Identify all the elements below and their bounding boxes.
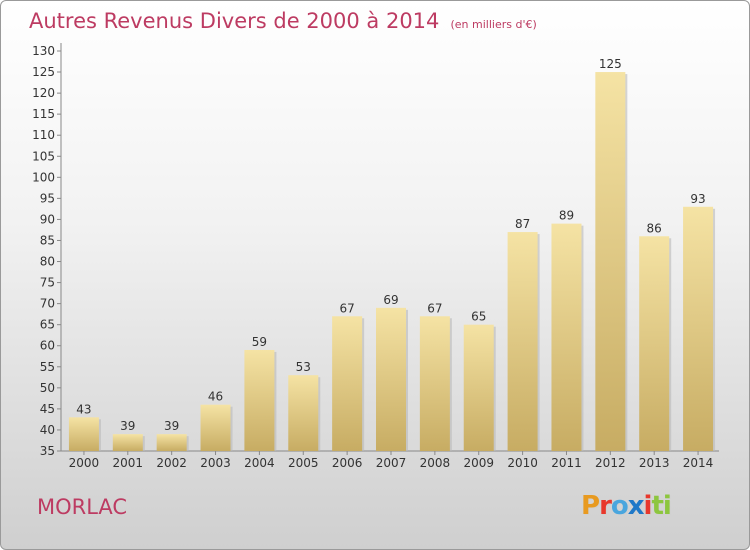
chart-title-main: Autres Revenus Divers de 2000 à 2014 [29,9,440,33]
logo-letter: i [643,491,653,521]
bar-value-label: 86 [647,221,662,235]
x-tick-label: 2001 [113,456,144,470]
bar [156,434,187,451]
x-tick-label: 2006 [332,456,363,470]
y-tick-label: 115 [32,107,55,121]
x-tick-label: 2013 [639,456,670,470]
bar-value-label: 87 [515,217,530,231]
y-tick-label: 95 [40,191,55,205]
bar [463,324,494,451]
logo-letter: i [662,491,672,521]
x-tick-label: 2007 [376,456,407,470]
bar [683,206,714,451]
x-tick-label: 2000 [69,456,100,470]
bar [112,434,143,451]
x-tick-label: 2004 [244,456,275,470]
y-tick-label: 40 [40,423,55,437]
x-tick-label: 2010 [507,456,538,470]
y-tick-label: 85 [40,233,55,247]
bar [200,404,231,451]
y-tick-label: 60 [40,339,55,353]
y-tick-label: 35 [40,444,55,458]
y-tick-label: 130 [32,44,55,58]
x-tick-label: 2003 [200,456,231,470]
chart-title-unit: (en milliers d'€) [450,18,537,31]
y-tick-label: 90 [40,212,55,226]
bar [551,223,582,451]
bar-value-label: 46 [208,390,223,404]
y-tick-label: 65 [40,318,55,332]
bar-value-label: 67 [427,301,442,315]
bar-value-label: 43 [76,402,91,416]
bar [68,417,99,451]
bar [419,316,450,451]
bar-value-label: 65 [471,310,486,324]
city-name: MORLAC [37,495,128,519]
y-tick-label: 125 [32,65,55,79]
x-tick-label: 2012 [595,456,626,470]
bar-value-label: 39 [164,419,179,433]
bar-value-label: 125 [599,57,622,71]
proxiti-logo: Proxiti [581,491,672,521]
y-tick-label: 50 [40,381,55,395]
bar-value-label: 59 [252,335,267,349]
bar-value-label: 39 [120,419,135,433]
bar-value-label: 69 [383,293,398,307]
logo-letter: x [627,491,645,521]
bar [244,349,275,451]
bar-value-label: 93 [690,192,705,206]
y-tick-label: 80 [40,255,55,269]
bar-value-label: 53 [296,360,311,374]
x-tick-label: 2014 [683,456,714,470]
bar [376,307,406,451]
x-tick-label: 2009 [463,456,494,470]
y-tick-label: 100 [32,170,55,184]
x-tick-label: 2005 [288,456,319,470]
y-tick-label: 70 [40,297,55,311]
logo-letter: t [651,491,663,521]
y-tick-label: 75 [40,276,55,290]
bar [332,316,363,451]
chart-title: Autres Revenus Divers de 2000 à 2014 (en… [29,9,537,33]
bar [639,236,670,451]
bar-value-label: 89 [559,209,574,223]
logo-letter: P [581,491,600,521]
bar [507,232,538,451]
logo-letter: r [599,491,612,521]
bar [595,72,626,451]
x-tick-label: 2011 [551,456,582,470]
x-tick-label: 2008 [420,456,451,470]
bar [288,375,319,451]
logo-letter: o [610,491,629,521]
bar-value-label: 67 [339,301,354,315]
y-tick-label: 105 [32,149,55,163]
y-tick-label: 110 [32,128,55,142]
y-tick-label: 55 [40,360,55,374]
x-tick-label: 2002 [156,456,187,470]
y-tick-label: 45 [40,402,55,416]
y-tick-label: 120 [32,86,55,100]
